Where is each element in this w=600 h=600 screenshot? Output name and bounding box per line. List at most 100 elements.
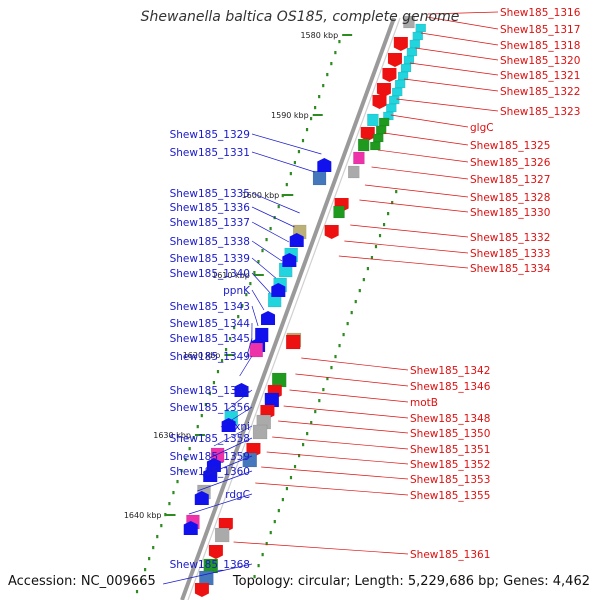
scale-tick [285,487,289,491]
scale-tick [273,520,276,524]
right-gene-label: Shew185_1351 [410,444,490,456]
scale-tick [334,51,337,55]
scale-tick [326,73,329,77]
scale-tick [314,410,317,414]
scale-tick [277,205,280,209]
gene-feature-reverse [289,233,304,247]
right-gene-connector [295,373,409,387]
right-gene-connector [420,32,499,46]
scale-tick [229,337,232,341]
gene-feature-forward [373,133,384,143]
scale-tick [358,289,361,293]
gene-feature-forward [214,527,230,543]
scale-tick [277,509,280,513]
gene-feature-reverse [271,283,286,297]
left-gene-label: Shew185_1360 [170,466,250,478]
scale-tick [334,355,337,359]
kbp-marker-label: 1630 kbp [153,431,191,440]
gene-feature-forward [285,334,301,350]
right-gene-connector [278,420,409,434]
right-gene-label: Shew185_1327 [470,174,550,186]
right-gene-label: Shew185_1321 [500,70,580,82]
left-gene-connector [220,406,253,428]
left-gene-connector [251,206,295,228]
scale-tick [326,377,329,381]
scale-tick [148,557,151,561]
scale-tick [370,256,374,260]
right-gene-label: Shew185_1342 [410,365,490,377]
scale-tick [196,425,199,429]
left-gene-label: Shew185_1356 [170,402,251,414]
scale-tick [314,106,317,110]
gene-feature-forward [403,15,415,29]
scale-tick [354,300,357,304]
gene-feature-forward [360,127,375,141]
scale-tick [289,476,293,480]
scale-tick [204,403,207,407]
right-gene-label: Shew185_1326 [470,157,551,169]
right-gene-label: Shew185_1361 [410,549,490,561]
left-gene-connector [239,355,253,377]
scale-tick [297,150,301,154]
scale-tick [176,480,179,484]
right-gene-label: Shew185_1333 [470,248,550,260]
right-gene-connector [427,11,499,15]
gene-feature-forward [386,103,397,113]
right-gene-label: Shew185_1353 [410,474,490,486]
accession-text: Accession: NC_009665 [8,574,156,589]
scale-tick [245,293,248,297]
gene-feature-forward [372,95,387,109]
left-gene-label: Shew185_1349 [170,351,250,363]
right-gene-connector [233,541,409,555]
right-gene-label: Shew185_1330 [470,207,550,219]
scale-tick [310,421,313,425]
scale-tick [216,370,220,374]
scale-tick [168,502,171,506]
gene-feature-forward [324,225,339,239]
scale-tick [144,568,147,572]
left-gene-connector [251,289,265,311]
right-gene-connector [301,357,409,371]
kbp-marker-label: 1610 kbp [212,271,250,280]
scale-tick [318,399,321,403]
scale-tick [160,524,163,528]
right-gene-connector [255,482,409,496]
right-gene-label: Shew185_1332 [470,232,550,244]
scale-tick [156,535,159,539]
gene-feature-reverse [312,170,327,186]
scale-tick [220,359,224,363]
right-gene-label: Shew185_1323 [500,106,580,118]
topology-text: Topology: circular; Length: 5,229,686 bp… [232,574,590,589]
gene-feature-reverse [317,158,332,172]
gene-feature-reverse [221,418,236,432]
gene-feature-reverse [183,521,198,535]
scale-tick [322,84,325,88]
kbp-marker-label: 1640 kbp [124,511,162,520]
scale-tick [305,128,309,132]
right-gene-label: Shew185_1348 [410,413,490,425]
scale-tick [322,388,325,392]
right-gene-connector [384,132,469,146]
left-gene-connector [251,133,322,155]
left-gene-label: ppnK [223,285,251,297]
scale-tick [152,546,155,550]
gene-feature-reverse [261,311,276,325]
right-gene-connector [390,114,469,128]
scale-tick [382,223,386,227]
left-gene-connector [209,437,253,459]
right-gene-label: motB [410,397,438,409]
gene-feature-forward [397,71,409,81]
scale-tick [139,579,143,583]
gene-feature-forward [388,95,400,105]
right-gene-label: Shew185_1318 [500,40,580,52]
genome-backbone [180,17,396,600]
scale-tick [378,234,382,238]
scale-tick [172,491,175,495]
right-gene-label: Shew185_1346 [410,381,491,393]
left-gene-connector [251,240,283,262]
right-gene-connector [364,184,469,198]
right-gene-connector [426,16,499,30]
scale-tick [269,227,272,231]
scale-tick [342,333,345,337]
